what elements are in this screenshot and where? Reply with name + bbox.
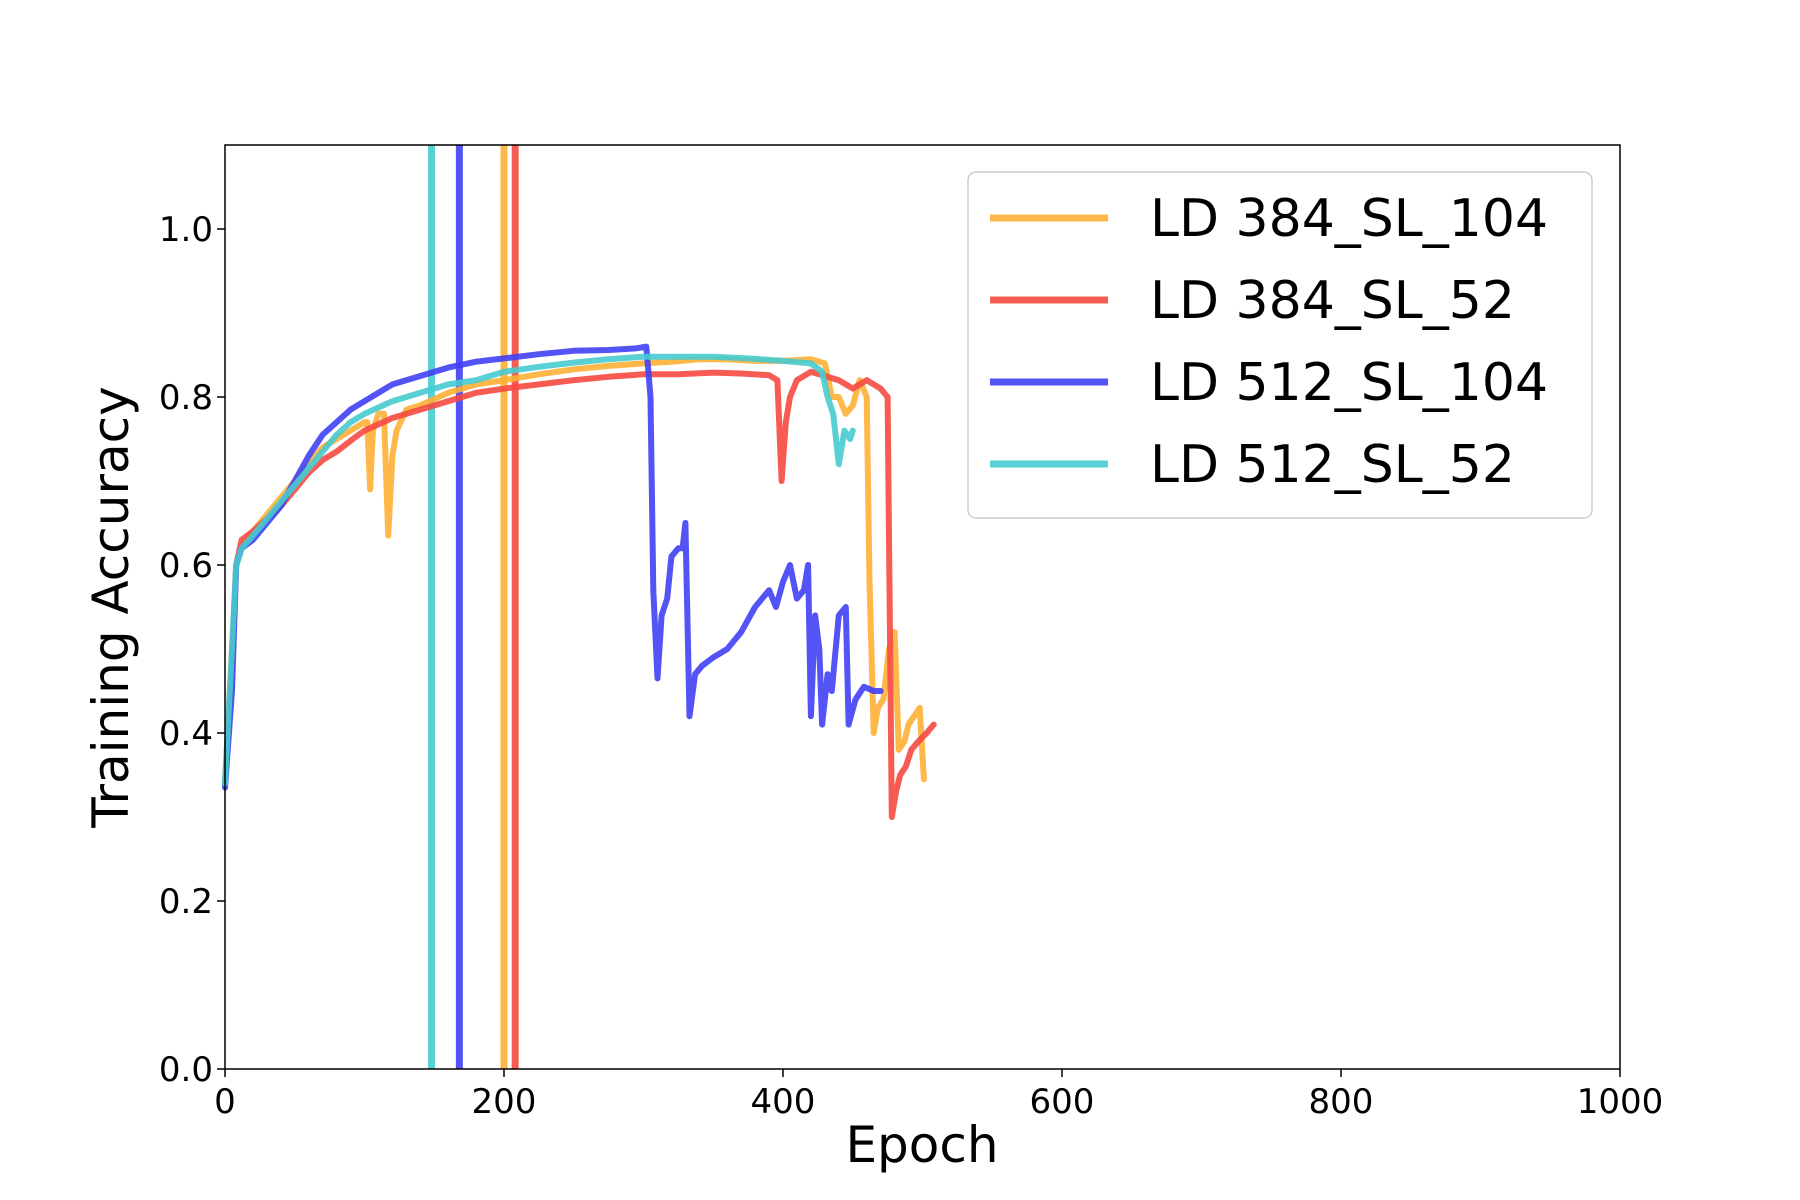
- y-tick-label: 0.4: [159, 714, 213, 754]
- y-tick-label: 0.8: [159, 378, 213, 418]
- x-tick-label: 600: [1030, 1082, 1095, 1122]
- vertical-markers: [427, 145, 519, 1069]
- x-tick-label: 800: [1309, 1082, 1374, 1122]
- y-tick-label: 0.6: [159, 546, 213, 586]
- series-lines: [222, 343, 937, 820]
- legend-label-2: LD 384_SL_52: [1150, 271, 1515, 331]
- legend-frame: [967, 171, 1593, 519]
- x-axis-ticks: 0 200 400 600 800 1000: [214, 1069, 1663, 1122]
- legend-label-1: LD 384_SL_104: [1150, 189, 1548, 249]
- series-line-3: [222, 343, 884, 791]
- legend-label-4: LD 512_SL_52: [1150, 435, 1515, 495]
- y-tick-label: 0.2: [159, 882, 213, 922]
- y-axis-ticks: 0.0 0.2 0.4 0.6 0.8 1.0: [159, 210, 225, 1090]
- legend-label-3: LD 512_SL_104: [1150, 353, 1548, 413]
- y-tick-label: 1.0: [159, 210, 213, 250]
- y-tick-label: 0.0: [159, 1050, 213, 1090]
- x-tick-label: 0: [214, 1082, 236, 1122]
- x-tick-label: 200: [472, 1082, 537, 1122]
- plot-frame: [224, 144, 1621, 1070]
- series-line-4: [222, 353, 856, 787]
- x-axis-label: Epoch: [845, 1116, 998, 1174]
- legend: LD 384_SL_104 LD 384_SL_52 LD 512_SL_104 LD…: [967, 171, 1593, 519]
- y-axis-label: Training Accuracy: [82, 386, 140, 828]
- x-tick-label: 1000: [1577, 1082, 1664, 1122]
- x-tick-label: 400: [751, 1082, 816, 1122]
